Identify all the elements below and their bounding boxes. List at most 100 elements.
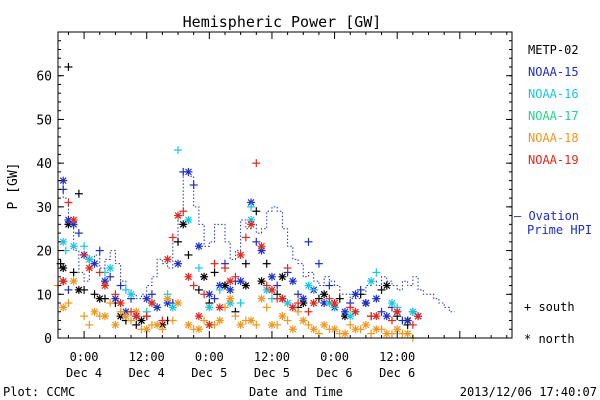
legend-entry: METP-02 <box>528 43 579 57</box>
point-north <box>236 250 245 259</box>
point-north <box>341 329 350 338</box>
y-axis-label: P [GW] <box>6 163 21 210</box>
point-north <box>184 167 193 176</box>
x-tick-time: 0:00 <box>320 350 349 364</box>
point-south <box>127 316 136 325</box>
point-south <box>200 290 209 299</box>
point-south <box>116 307 125 316</box>
point-north <box>215 303 224 312</box>
plot-timestamp: 2013/12/06 17:40:07 <box>460 385 597 399</box>
satellite-legend: METP-02 NOAA-15 NOAA-16 NOAA-17 NOAA-18 NOAA-… <box>528 43 579 167</box>
point-north <box>59 303 68 312</box>
point-south <box>377 285 386 294</box>
point-south <box>158 316 167 325</box>
y-tick-label: 50 <box>36 113 52 128</box>
point-south <box>210 268 219 277</box>
point-south <box>80 250 89 259</box>
point-south <box>309 285 318 294</box>
point-south <box>252 320 261 329</box>
point-north <box>147 299 156 308</box>
point-south <box>356 285 365 294</box>
point-south <box>304 320 313 329</box>
point-south <box>335 294 344 303</box>
point-south <box>200 316 209 325</box>
legend-entry: NOAA-15 <box>528 65 579 79</box>
point-south <box>174 237 183 246</box>
point-south <box>247 202 256 211</box>
point-north <box>174 299 183 308</box>
point-south <box>262 281 271 290</box>
point-north <box>121 312 130 321</box>
point-north <box>74 285 83 294</box>
point-north <box>85 255 94 264</box>
point-north <box>215 316 224 325</box>
point-south <box>372 268 381 277</box>
point-north <box>382 329 391 338</box>
point-south <box>283 264 292 273</box>
point-north <box>153 320 162 329</box>
point-north <box>184 320 193 329</box>
point-south <box>147 290 156 299</box>
legend-entry: NOAA-16 <box>528 87 579 101</box>
point-north <box>236 277 245 286</box>
x-tick-time: 0:00 <box>70 350 99 364</box>
point-north <box>95 294 104 303</box>
point-south <box>325 294 334 303</box>
x-axis-label: Date and Time <box>249 385 343 399</box>
point-south <box>64 198 73 207</box>
point-south <box>220 264 229 273</box>
point-south <box>189 181 198 189</box>
point-south <box>64 62 73 71</box>
point-north <box>59 277 68 286</box>
point-south <box>168 316 177 325</box>
point-south <box>64 299 73 308</box>
point-south <box>231 272 240 281</box>
marker-legend-entry: * north <box>524 332 575 346</box>
point-north <box>382 281 391 290</box>
point-north <box>194 242 203 251</box>
point-north <box>351 290 360 299</box>
x-tick-time: 12:00 <box>254 350 290 364</box>
point-south <box>387 316 396 325</box>
ovation-legend-line: — Ovation <box>514 209 579 223</box>
point-north <box>163 294 172 303</box>
point-south <box>106 272 115 281</box>
point-north <box>320 290 329 299</box>
point-north <box>267 285 276 294</box>
point-south <box>252 207 261 216</box>
point-south <box>74 189 83 198</box>
point-north <box>85 264 94 273</box>
point-south <box>142 312 151 321</box>
marker-legend: + south * north <box>524 300 575 346</box>
point-north <box>127 290 136 299</box>
point-north <box>278 294 287 303</box>
point-north <box>69 277 78 286</box>
point-north <box>90 307 99 316</box>
point-north <box>205 320 214 329</box>
point-north <box>309 299 318 308</box>
point-north <box>414 312 423 321</box>
point-north <box>288 303 297 312</box>
point-north <box>116 299 125 308</box>
point-north <box>257 277 266 286</box>
point-north <box>393 325 402 334</box>
point-south <box>179 207 188 216</box>
point-north <box>278 312 287 321</box>
point-north <box>174 211 183 220</box>
point-south <box>74 229 83 238</box>
x-tick-date: Dec 6 <box>379 366 415 380</box>
point-south <box>194 285 203 294</box>
point-north <box>372 294 381 303</box>
point-north <box>69 215 78 224</box>
point-north <box>226 285 235 294</box>
point-north <box>372 312 381 321</box>
point-north <box>367 277 376 286</box>
point-north <box>247 220 256 229</box>
point-south <box>85 320 94 329</box>
point-north <box>309 325 318 334</box>
point-south <box>252 159 261 168</box>
point-north <box>100 281 109 290</box>
point-south <box>106 299 115 308</box>
x-axis: 0:00 Dec 4 12:00 Dec 4 0:00 Dec 5 12:00 Dec 5 0:… <box>66 32 508 380</box>
